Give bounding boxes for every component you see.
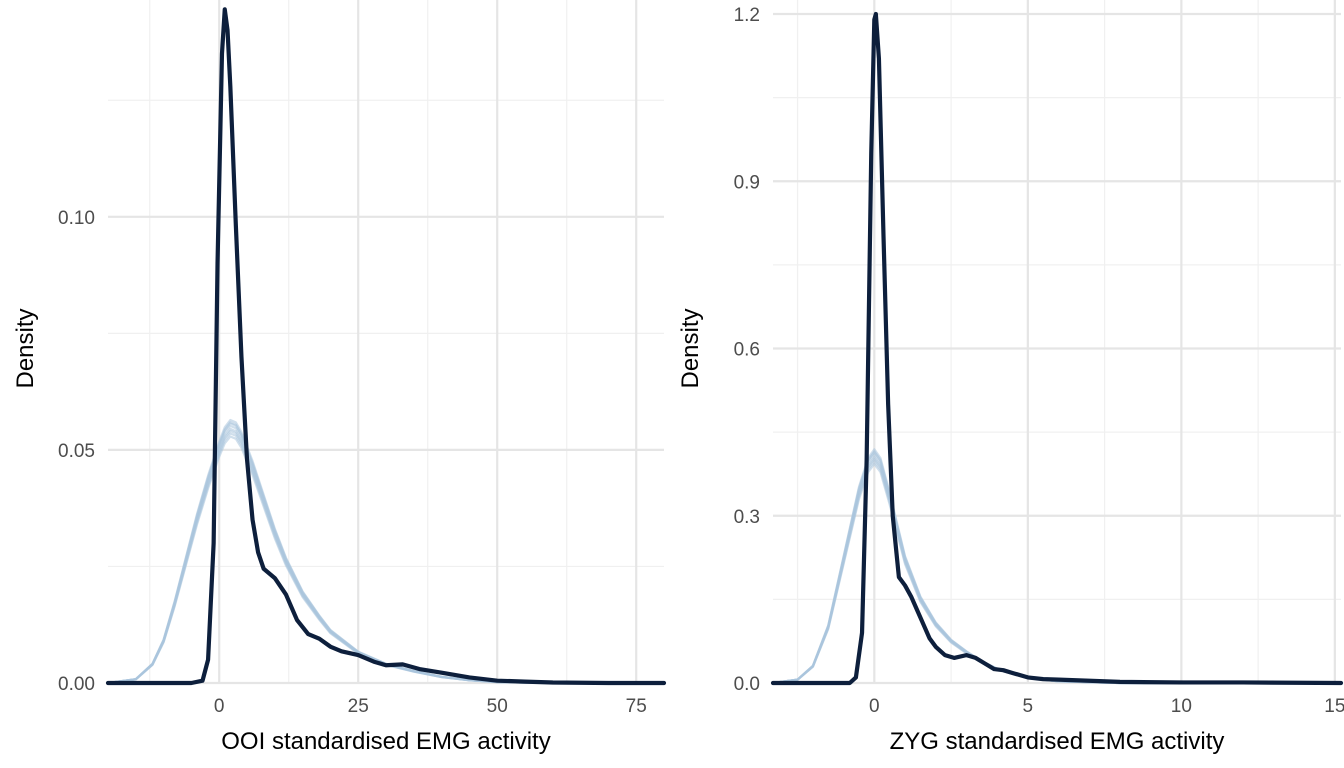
ooi-simulated-series: [107, 418, 664, 685]
ooi-y-tick-label: 0.10: [58, 208, 95, 229]
ooi-simulated-density-curve: [107, 435, 664, 685]
zyg-density-panel: 0 5 10 15 0.0 0.3 0.6 0.9 1.2 ZYG standardised EM…: [677, 0, 1344, 755]
zyg-tick-labels: 0 5 10 15 0.0 0.3 0.6 0.9 1.2: [734, 5, 1344, 717]
ooi-simulated-density-curve: [107, 422, 664, 685]
zyg-x-tick-label: 10: [1171, 696, 1192, 717]
ooi-tick-labels: 0 25 50 75 0.00 0.05 0.10: [58, 208, 647, 717]
ooi-simulated-density-curve: [107, 418, 664, 685]
ooi-x-tick-label: 25: [348, 696, 369, 717]
ooi-simulated-density-curve: [107, 421, 664, 685]
ooi-simulated-density-curve: [107, 424, 664, 685]
ooi-x-tick-label: 0: [214, 696, 225, 717]
ooi-simulated-density-curve: [107, 432, 664, 685]
zyg-x-tick-label: 0: [869, 696, 880, 717]
zyg-y-tick-label: 0.0: [734, 674, 760, 695]
zyg-gridlines: [773, 0, 1341, 685]
zyg-observed-series: [770, 11, 1344, 686]
ooi-x-axis-title: OOI standardised EMG activity: [221, 728, 550, 755]
zyg-x-axis-title: ZYG standardised EMG activity: [890, 728, 1225, 755]
ooi-simulated-density-curve: [107, 427, 664, 685]
zyg-observed-density-curve: [770, 11, 1344, 686]
zyg-x-tick-label: 15: [1324, 696, 1344, 717]
ooi-y-axis-title: Density: [12, 308, 39, 388]
zyg-y-tick-label: 0.9: [734, 172, 760, 193]
ooi-x-tick-label: 75: [626, 696, 647, 717]
ooi-y-tick-label: 0.05: [58, 441, 95, 462]
ooi-observed-series: [105, 7, 667, 686]
ooi-observed-density-curve: [105, 7, 667, 686]
ooi-y-tick-label: 0.00: [58, 674, 95, 695]
ooi-x-tick-label: 50: [487, 696, 508, 717]
ooi-simulated-density-curve: [107, 429, 664, 685]
zyg-y-tick-label: 1.2: [734, 5, 760, 26]
ooi-gridlines: [108, 0, 664, 685]
zyg-y-tick-label: 0.3: [734, 507, 760, 528]
zyg-x-tick-label: 5: [1023, 696, 1034, 717]
ooi-density-panel: 0 25 50 75 0.00 0.05 0.10 OOI standardised EMG …: [12, 0, 667, 755]
zyg-y-axis-title: Density: [677, 308, 704, 388]
zyg-y-tick-label: 0.6: [734, 340, 760, 361]
